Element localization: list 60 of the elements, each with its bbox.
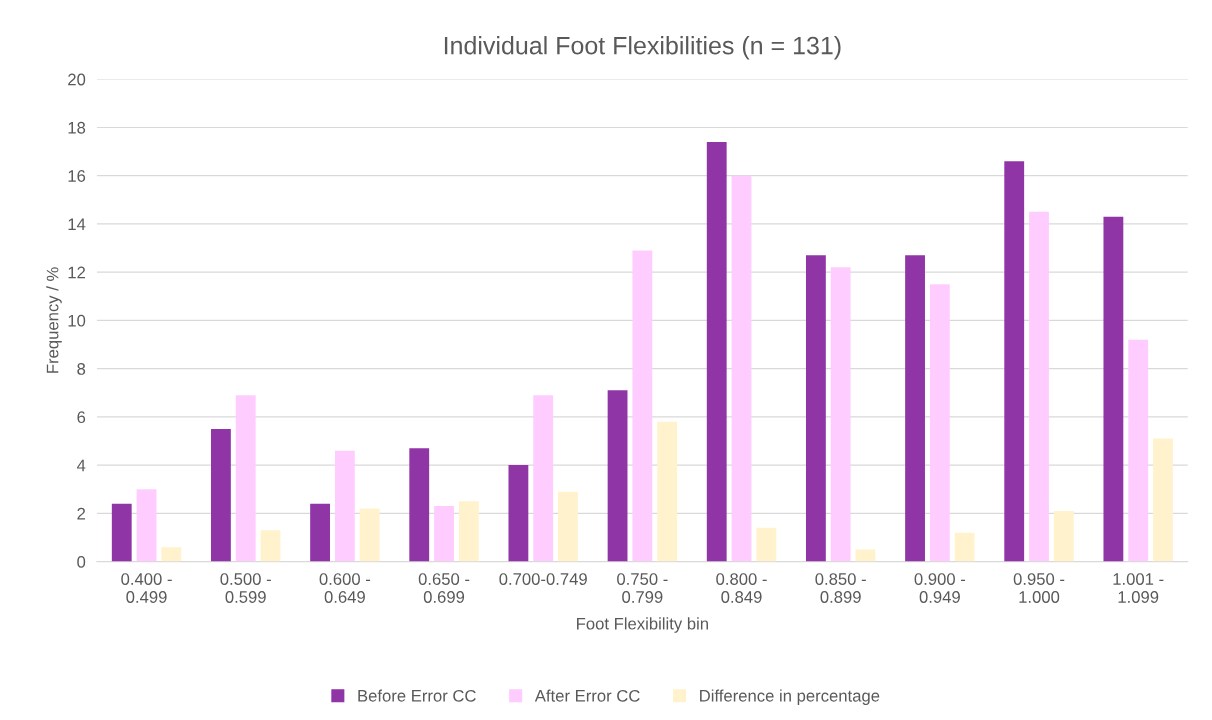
bar <box>657 421 678 562</box>
bar <box>161 547 182 562</box>
y-tick-label: 10 <box>68 314 86 327</box>
x-tick-label: 0.900 - 0.949 <box>914 573 966 603</box>
chart-title: Individual Foot Flexibilities (n = 131) <box>444 36 841 60</box>
bar <box>136 489 157 562</box>
bar <box>359 508 380 562</box>
y-tick-label: 16 <box>68 170 86 182</box>
bar <box>607 390 628 562</box>
bar <box>1103 216 1124 562</box>
y-tick-label: 14 <box>68 218 86 230</box>
x-tick-label: 0.650 - 0.699 <box>418 573 470 603</box>
x-tick-label: 1.001 - 1.099 <box>1113 573 1164 603</box>
x-tick-label: 0.850 - 0.899 <box>815 573 866 603</box>
x-tick-label: 0.750 - 0.799 <box>617 573 668 603</box>
bar <box>310 503 330 562</box>
bar <box>235 395 256 562</box>
bar <box>830 267 851 562</box>
bar <box>632 250 653 562</box>
x-tick-label: 0.400 - 0.499 <box>121 573 172 603</box>
bar <box>211 428 231 562</box>
x-tick-label: 0.800 - 0.849 <box>716 573 767 603</box>
bar <box>1029 211 1049 562</box>
legend-label: After Error CC <box>534 689 640 702</box>
bar <box>558 491 578 562</box>
bar <box>409 448 430 562</box>
bar <box>1153 438 1173 562</box>
x-tick-label: 0.500 - 0.599 <box>220 573 271 603</box>
legend-label: Difference in percentage <box>700 689 880 705</box>
y-tick-label: 8 <box>77 363 86 375</box>
bar <box>706 141 727 562</box>
bar <box>805 255 826 562</box>
bar <box>1053 510 1074 562</box>
legend-label: Before Error CC <box>358 689 476 702</box>
bar <box>260 530 281 562</box>
y-axis-title: Frequency / % <box>46 267 62 373</box>
bar <box>508 465 529 562</box>
bar <box>434 506 454 562</box>
y-tick-label: 4 <box>76 459 86 472</box>
bar <box>905 255 925 562</box>
bar <box>1004 161 1025 562</box>
bar <box>1128 339 1149 562</box>
y-tick-label: 2 <box>77 507 86 520</box>
bar <box>756 527 777 562</box>
y-tick-label: 6 <box>77 411 86 424</box>
bar <box>533 395 554 562</box>
bar <box>458 501 479 562</box>
y-tick-label: 20 <box>68 73 86 86</box>
y-tick-label: 18 <box>68 121 86 134</box>
y-tick-label: 0 <box>77 556 86 568</box>
bar <box>731 175 752 562</box>
x-axis-title: Foot Flexibility bin <box>577 617 708 633</box>
bar <box>111 503 132 562</box>
x-tick-label: 0.950 - 1.000 <box>1013 573 1065 603</box>
bar <box>334 450 355 562</box>
y-tick-label: 12 <box>68 266 86 279</box>
bar <box>929 284 950 562</box>
bar <box>954 532 975 562</box>
x-tick-label: 0.600 - 0.649 <box>319 573 371 603</box>
x-tick-label: 0.700-0.749 <box>499 573 587 585</box>
